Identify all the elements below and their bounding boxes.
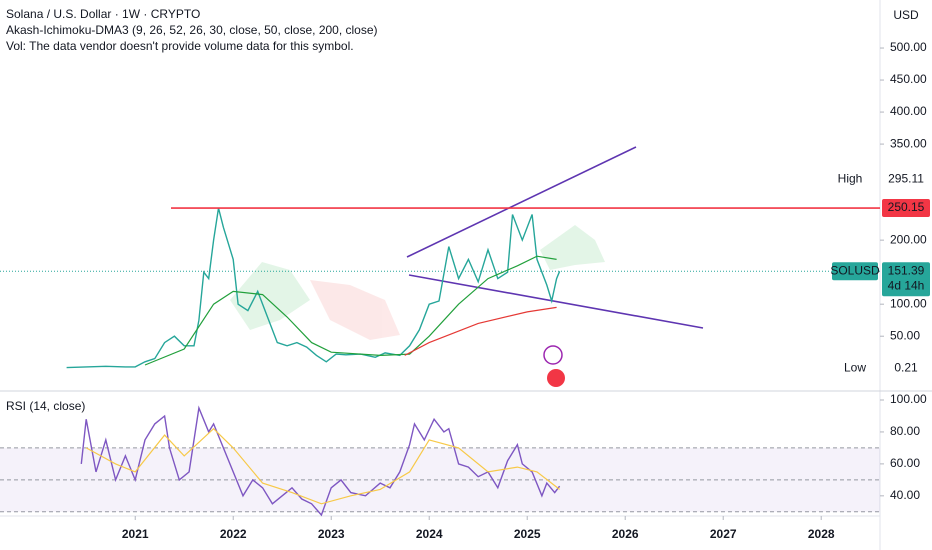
y-tick-label: 40.00 xyxy=(890,488,920,502)
y-tick-label: 450.00 xyxy=(890,72,927,86)
indicator-legend: Akash-Ichimoku-DMA3 (9, 26, 52, 26, 30, … xyxy=(6,23,378,37)
symbol-badge xyxy=(832,262,878,281)
series-line xyxy=(404,306,557,356)
x-tick-label: 2027 xyxy=(710,527,737,541)
series-line xyxy=(85,427,560,505)
series-line xyxy=(66,207,561,369)
rsi-title: RSI (14, close) xyxy=(6,399,85,413)
y-tick-label: 500.00 xyxy=(890,40,927,54)
price-badge xyxy=(882,359,930,378)
trendline xyxy=(406,146,637,258)
icon[interactable] xyxy=(543,345,563,365)
price-badge-label: 0.21 xyxy=(894,360,918,374)
y-tick-label: 100.00 xyxy=(890,296,927,310)
y-tick-label: 80.00 xyxy=(890,424,920,438)
cloud xyxy=(310,280,400,340)
volume-note: Vol: The data vendor doesn't provide vol… xyxy=(6,39,354,53)
chart-title: Solana / U.S. Dollar · 1W · CRYPTO xyxy=(6,7,200,21)
price-badge xyxy=(882,170,930,189)
x-tick-label: 2024 xyxy=(416,527,443,541)
high-label: High xyxy=(838,171,863,185)
trendline xyxy=(408,274,704,329)
x-tick-label: 2023 xyxy=(318,527,345,541)
cloud xyxy=(230,262,310,330)
price-badge-label: 295.11 xyxy=(888,171,924,185)
y-tick-label: 50.00 xyxy=(890,328,920,342)
price-badge-label: 250.15 xyxy=(888,200,925,214)
last-price-badge xyxy=(882,262,930,297)
currency: USD xyxy=(893,8,919,22)
x-tick-label: 2022 xyxy=(220,527,247,541)
rsi-band-fill xyxy=(0,447,880,512)
price-badge xyxy=(882,199,930,218)
icon[interactable] xyxy=(547,369,565,387)
series-line xyxy=(80,405,561,517)
y-tick-label: 60.00 xyxy=(890,456,920,470)
last-price-label: 151.39 xyxy=(888,263,925,277)
x-tick-label: 2028 xyxy=(808,527,835,541)
x-tick-label: 2025 xyxy=(514,527,541,541)
x-tick-label: 2026 xyxy=(612,527,639,541)
x-tick-label: 2021 xyxy=(122,527,149,541)
symbol-label: SOLUSD xyxy=(830,263,880,277)
y-tick-label: 350.00 xyxy=(890,136,927,150)
series-line xyxy=(144,255,557,366)
y-tick-label: 200.00 xyxy=(890,232,927,246)
y-tick-label: 400.00 xyxy=(890,104,927,118)
y-tick-label: 100.00 xyxy=(890,392,927,406)
low-label: Low xyxy=(844,360,866,374)
countdown: 4d 14h xyxy=(888,278,925,292)
